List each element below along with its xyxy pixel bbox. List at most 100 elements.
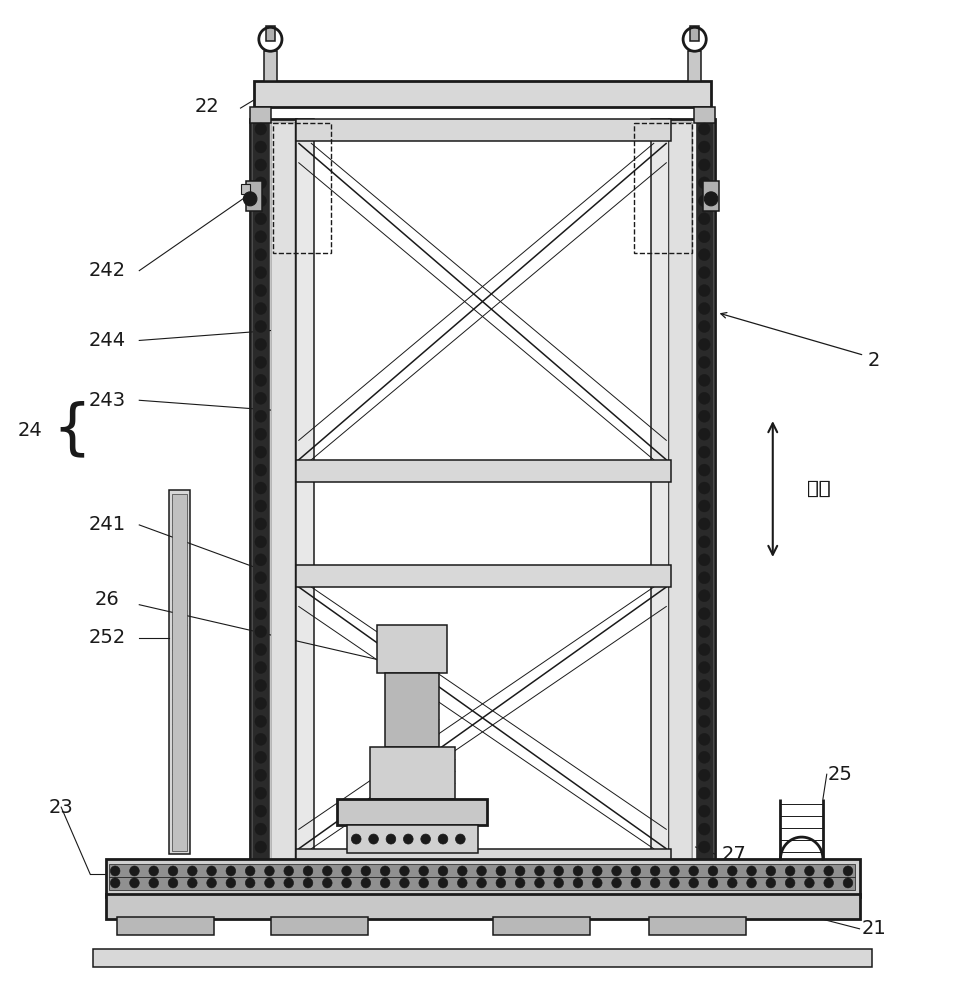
Text: 27: 27	[721, 845, 747, 864]
Circle shape	[698, 159, 710, 171]
Circle shape	[207, 866, 217, 876]
Circle shape	[255, 338, 267, 350]
Circle shape	[698, 626, 710, 638]
Circle shape	[255, 428, 267, 440]
Circle shape	[698, 303, 710, 315]
Bar	[272, 122, 295, 866]
Circle shape	[698, 446, 710, 458]
Circle shape	[255, 410, 267, 422]
Circle shape	[698, 679, 710, 691]
Bar	[109, 864, 855, 877]
Circle shape	[698, 572, 710, 584]
Circle shape	[304, 878, 313, 888]
Text: 22: 22	[194, 97, 220, 116]
Bar	[369, 747, 454, 799]
Circle shape	[698, 392, 710, 404]
Circle shape	[651, 878, 659, 888]
Circle shape	[698, 428, 710, 440]
Bar	[250, 119, 297, 869]
Circle shape	[698, 644, 710, 656]
Circle shape	[255, 195, 267, 207]
Text: 垂向: 垂向	[807, 479, 831, 498]
Circle shape	[255, 303, 267, 315]
Circle shape	[419, 866, 428, 876]
Bar	[297, 565, 670, 587]
Circle shape	[554, 866, 564, 876]
Circle shape	[386, 834, 396, 844]
Circle shape	[698, 751, 710, 763]
Circle shape	[698, 787, 710, 799]
Circle shape	[747, 866, 756, 876]
Circle shape	[255, 374, 267, 386]
Circle shape	[704, 192, 718, 206]
Circle shape	[698, 482, 710, 494]
Bar	[297, 119, 314, 867]
Bar	[297, 849, 670, 867]
Circle shape	[573, 878, 583, 888]
Circle shape	[341, 866, 351, 876]
Circle shape	[651, 866, 659, 876]
Circle shape	[322, 878, 332, 888]
Circle shape	[368, 834, 378, 844]
Text: 241: 241	[89, 515, 126, 534]
Circle shape	[399, 878, 409, 888]
Circle shape	[698, 141, 710, 153]
Circle shape	[265, 866, 275, 876]
Text: 25: 25	[828, 765, 853, 784]
Circle shape	[438, 834, 448, 844]
Text: 2: 2	[867, 351, 880, 370]
Circle shape	[110, 878, 120, 888]
Bar	[688, 51, 701, 81]
Bar	[493, 917, 590, 935]
Circle shape	[130, 866, 139, 876]
Circle shape	[477, 866, 486, 876]
Circle shape	[593, 878, 602, 888]
Bar	[247, 181, 262, 211]
Bar	[693, 107, 715, 123]
Circle shape	[805, 878, 814, 888]
Bar	[264, 51, 278, 81]
Circle shape	[255, 356, 267, 368]
Circle shape	[689, 866, 698, 876]
Circle shape	[255, 715, 267, 727]
Circle shape	[669, 866, 679, 876]
Circle shape	[457, 866, 467, 876]
Circle shape	[255, 177, 267, 189]
Circle shape	[255, 572, 267, 584]
Bar	[668, 122, 691, 866]
Circle shape	[255, 159, 267, 171]
Bar	[105, 859, 860, 897]
Circle shape	[785, 866, 795, 876]
Circle shape	[824, 866, 834, 876]
Circle shape	[698, 769, 710, 781]
Circle shape	[612, 878, 622, 888]
Circle shape	[698, 231, 710, 243]
Circle shape	[255, 500, 267, 512]
Circle shape	[766, 878, 776, 888]
Circle shape	[698, 356, 710, 368]
Circle shape	[747, 878, 756, 888]
Circle shape	[255, 769, 267, 781]
Circle shape	[698, 590, 710, 602]
Circle shape	[255, 446, 267, 458]
Circle shape	[698, 608, 710, 620]
Text: 252: 252	[89, 628, 126, 647]
Text: 垂向: 垂向	[807, 479, 831, 498]
Circle shape	[265, 878, 275, 888]
Circle shape	[698, 285, 710, 297]
Bar	[689, 26, 699, 41]
Circle shape	[698, 374, 710, 386]
Bar	[241, 184, 250, 194]
Circle shape	[727, 878, 737, 888]
Bar	[337, 799, 487, 825]
Circle shape	[824, 878, 834, 888]
Circle shape	[843, 878, 853, 888]
Bar	[172, 494, 187, 851]
Text: {: {	[52, 401, 91, 460]
Bar	[266, 26, 276, 41]
Circle shape	[515, 866, 525, 876]
Circle shape	[255, 823, 267, 835]
Circle shape	[380, 878, 390, 888]
Bar	[652, 119, 668, 867]
Circle shape	[698, 464, 710, 476]
